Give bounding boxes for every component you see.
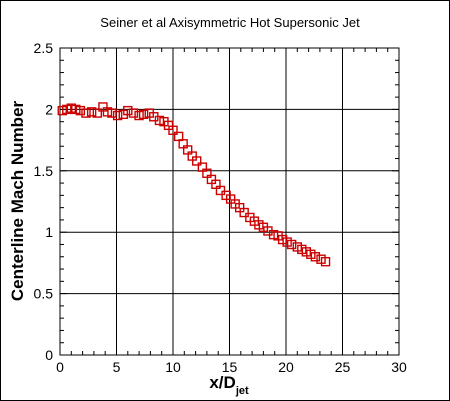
y-axis-title: Centerline Mach Number bbox=[8, 100, 27, 301]
y-tick-label: 1.5 bbox=[34, 163, 54, 179]
x-tick-label: 25 bbox=[335, 359, 351, 375]
y-tick-label: 2 bbox=[45, 101, 53, 117]
data-point bbox=[286, 239, 297, 250]
y-tick-labels: 0 0.5 1 1.5 2 2.5 bbox=[34, 40, 54, 363]
x-tick-label: 20 bbox=[278, 359, 294, 375]
data-point bbox=[138, 109, 149, 120]
data-point bbox=[192, 156, 202, 166]
x-tick-label: 10 bbox=[165, 359, 181, 375]
data-point bbox=[86, 107, 97, 117]
data-point bbox=[123, 105, 133, 116]
data-point bbox=[81, 108, 91, 118]
data-point bbox=[75, 105, 86, 116]
y-tick-label: 2.5 bbox=[34, 40, 54, 56]
x-tick-label: 15 bbox=[222, 359, 238, 375]
data-point bbox=[92, 108, 102, 118]
data-point bbox=[215, 185, 226, 196]
y-tick-label: 0 bbox=[45, 347, 53, 363]
grid bbox=[60, 48, 399, 355]
x-tick-labels: 0 5 10 15 20 25 30 bbox=[56, 359, 407, 375]
data-point bbox=[107, 108, 117, 118]
data-point bbox=[320, 256, 331, 267]
data-point bbox=[128, 108, 139, 118]
data-point bbox=[168, 125, 178, 135]
data-point bbox=[239, 207, 249, 218]
x-axis-title: x/Djet bbox=[209, 373, 249, 397]
x-tick-label: 30 bbox=[391, 359, 407, 375]
chart-title: Seiner et al Axisymmetric Hot Supersonic… bbox=[100, 15, 360, 30]
ticks bbox=[59, 47, 400, 356]
data-point bbox=[112, 110, 123, 121]
data-markers bbox=[57, 102, 331, 267]
data-point bbox=[310, 252, 321, 262]
x-tick-label: 0 bbox=[56, 359, 64, 375]
y-tick-label: 1 bbox=[45, 224, 53, 240]
y-tick-label: 0.5 bbox=[34, 286, 54, 302]
x-tick-label: 5 bbox=[113, 359, 121, 375]
